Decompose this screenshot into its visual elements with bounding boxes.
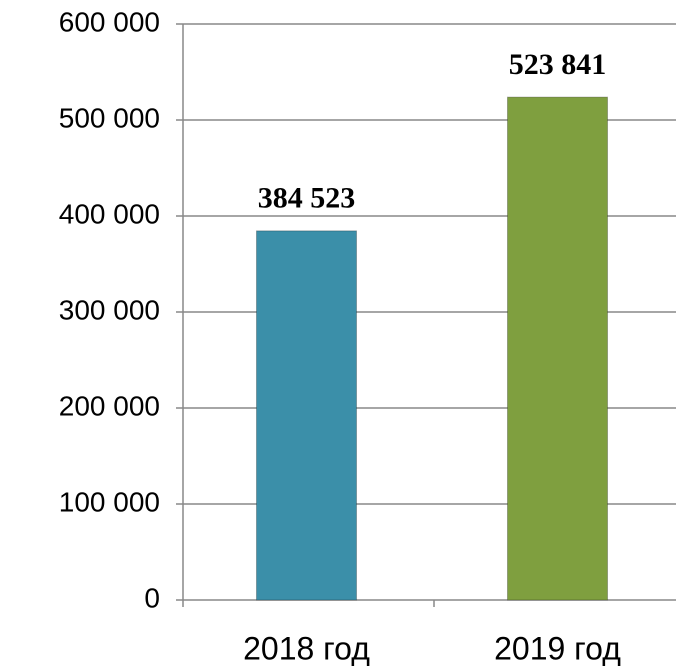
- y-tick-label: 500 000: [59, 102, 160, 133]
- y-tick-label: 600 000: [59, 6, 160, 37]
- y-tick-label: 300 000: [59, 294, 160, 325]
- y-tick-label: 0: [144, 582, 160, 613]
- y-tick-label: 400 000: [59, 198, 160, 229]
- bar: [256, 230, 357, 601]
- x-tick-label: 2018 год: [243, 630, 370, 666]
- bar: [507, 96, 608, 601]
- y-tick-label: 200 000: [59, 390, 160, 421]
- value-label: 523 841: [509, 48, 607, 81]
- x-tick-label: 2019 год: [494, 630, 621, 666]
- value-label: 384 523: [258, 182, 356, 215]
- y-tick-label: 100 000: [59, 486, 160, 517]
